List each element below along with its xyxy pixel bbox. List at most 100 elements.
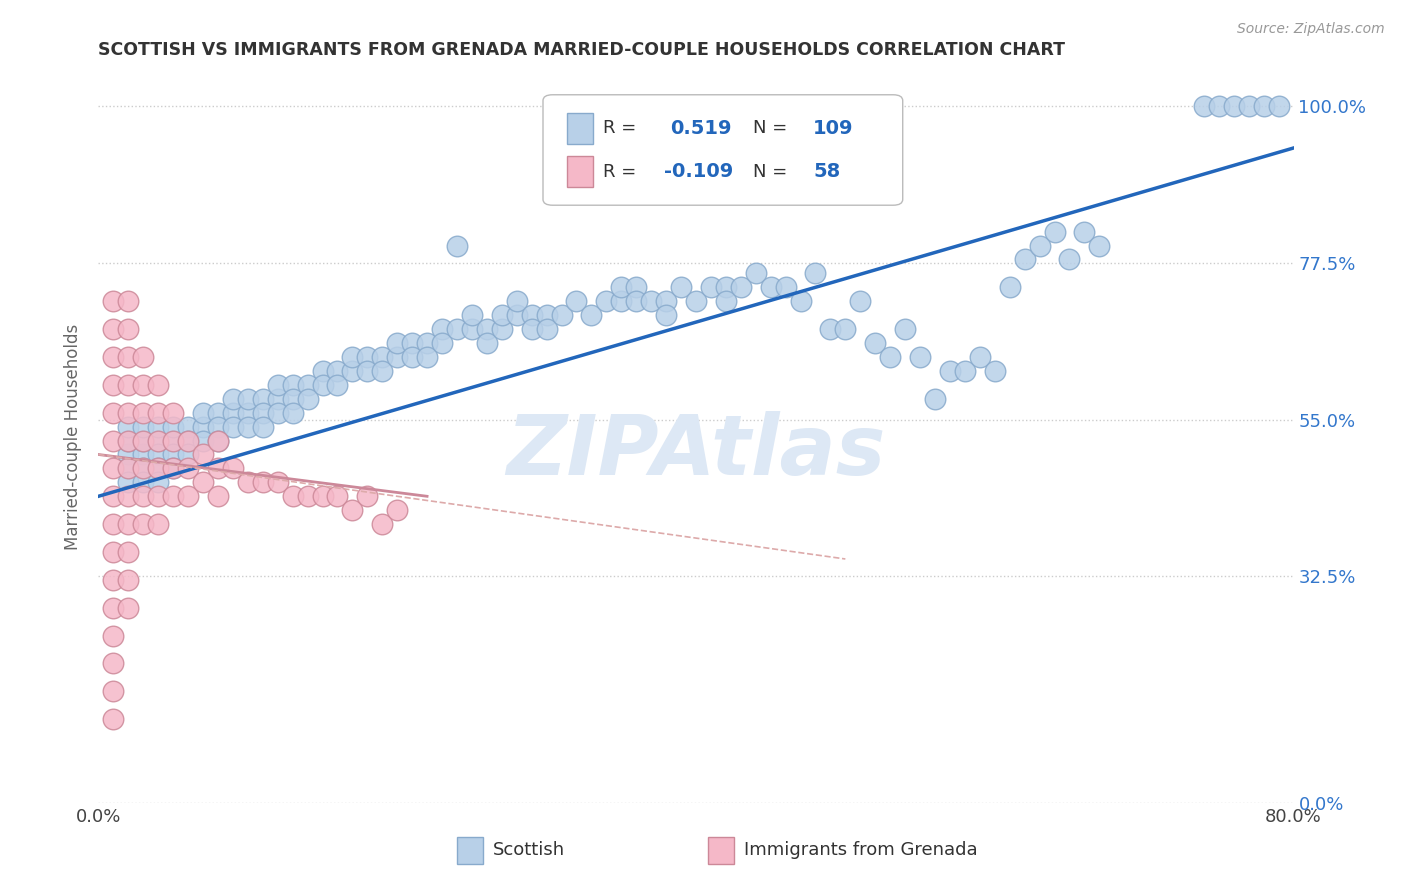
Text: Source: ZipAtlas.com: Source: ZipAtlas.com (1237, 22, 1385, 37)
Point (132, 377, 155, 392)
Point (132, 434, 155, 448)
Point (326, 489, 349, 503)
Text: Immigrants from Grenada: Immigrants from Grenada (744, 841, 977, 859)
Point (281, 489, 304, 503)
Point (311, 364, 333, 378)
Point (297, 392, 319, 406)
Point (894, 322, 917, 336)
Point (416, 350, 439, 364)
Point (356, 489, 378, 503)
Text: -0.109: -0.109 (664, 162, 733, 181)
Point (1014, 252, 1036, 267)
Point (385, 503, 409, 517)
Point (103, 629, 125, 643)
Point (1223, 99, 1246, 113)
Point (103, 517, 125, 532)
Point (162, 406, 184, 420)
Text: SCOTTISH VS IMMIGRANTS FROM GRENADA MARRIED-COUPLE HOUSEHOLDS CORRELATION CHART: SCOTTISH VS IMMIGRANTS FROM GRENADA MARR… (98, 41, 1066, 59)
Point (191, 475, 214, 490)
Point (326, 364, 349, 378)
Point (267, 475, 290, 490)
Point (252, 392, 274, 406)
Point (222, 406, 245, 420)
Point (446, 322, 468, 336)
Point (162, 489, 184, 503)
Point (103, 657, 125, 671)
Point (117, 294, 139, 309)
Text: ZIPAtlas: ZIPAtlas (506, 411, 886, 492)
Text: R =: R = (603, 120, 641, 137)
Point (148, 377, 170, 392)
Point (984, 364, 1007, 378)
Text: 109: 109 (813, 119, 853, 137)
Point (550, 308, 572, 322)
Point (117, 350, 139, 364)
Point (669, 280, 692, 294)
Point (506, 294, 529, 309)
Point (356, 350, 378, 364)
Point (117, 377, 139, 392)
Point (491, 308, 513, 322)
Point (236, 392, 259, 406)
Point (371, 364, 394, 378)
Point (595, 294, 617, 309)
Point (103, 600, 125, 615)
Point (117, 545, 139, 559)
Point (342, 350, 364, 364)
Point (461, 308, 484, 322)
Point (475, 336, 498, 351)
Point (117, 322, 139, 336)
Point (148, 419, 170, 434)
Point (132, 448, 155, 462)
Point (281, 377, 304, 392)
Point (207, 406, 229, 420)
Point (297, 377, 319, 392)
Point (371, 517, 394, 532)
Point (356, 364, 378, 378)
Point (132, 461, 155, 475)
Point (103, 461, 125, 475)
Point (416, 336, 439, 351)
Point (281, 406, 304, 420)
Point (117, 419, 139, 434)
FancyBboxPatch shape (567, 156, 593, 187)
Point (148, 475, 170, 490)
Point (236, 475, 259, 490)
Point (148, 448, 170, 462)
Point (745, 266, 768, 280)
Point (177, 461, 200, 475)
Point (1192, 99, 1215, 113)
Point (536, 322, 558, 336)
Point (506, 308, 529, 322)
Point (655, 294, 678, 309)
Point (132, 350, 155, 364)
Point (132, 406, 155, 420)
Point (191, 434, 214, 448)
Point (311, 489, 333, 503)
Point (132, 475, 155, 490)
Point (148, 517, 170, 532)
Point (103, 434, 125, 448)
Point (117, 517, 139, 532)
Point (385, 350, 409, 364)
Point (267, 392, 290, 406)
Point (834, 322, 856, 336)
Point (103, 489, 125, 503)
Point (714, 294, 737, 309)
Point (252, 406, 274, 420)
Point (820, 322, 842, 336)
Point (132, 419, 155, 434)
Point (117, 475, 139, 490)
Point (1059, 252, 1081, 267)
Point (103, 350, 125, 364)
Point (117, 600, 139, 615)
Point (103, 684, 125, 698)
Point (520, 308, 543, 322)
Point (908, 350, 931, 364)
Point (103, 573, 125, 587)
Point (685, 294, 707, 309)
Point (148, 434, 170, 448)
Point (207, 489, 229, 503)
Point (222, 461, 245, 475)
Point (162, 448, 184, 462)
